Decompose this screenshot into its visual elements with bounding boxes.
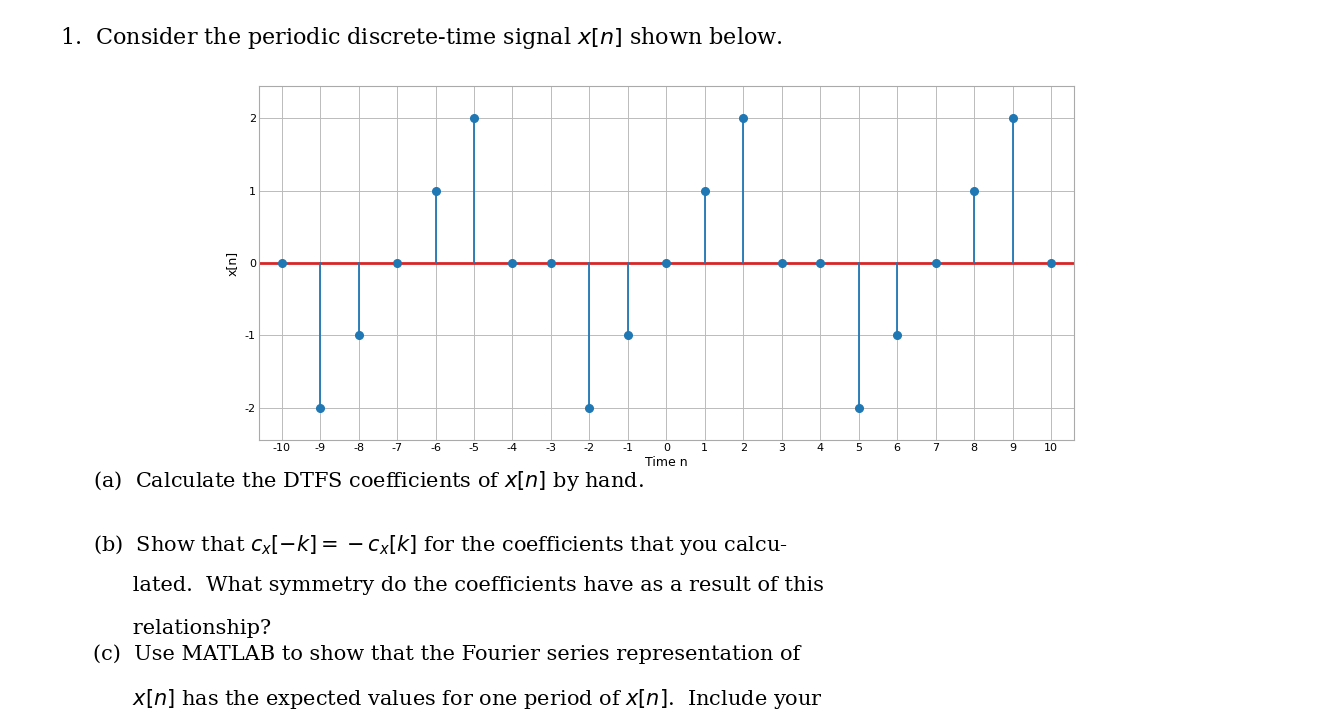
Text: lated.  What symmetry do the coefficients have as a result of this: lated. What symmetry do the coefficients… (93, 576, 823, 596)
Text: (b)  Show that $c_x[-k] = -c_x[k]$ for the coefficients that you calcu-: (b) Show that $c_x[-k] = -c_x[k]$ for th… (93, 533, 788, 558)
Text: relationship?: relationship? (93, 619, 271, 639)
X-axis label: Time n: Time n (644, 456, 688, 469)
Text: 1.  Consider the periodic discrete-time signal $x[n]$ shown below.: 1. Consider the periodic discrete-time s… (60, 25, 782, 51)
Text: (c)  Use MATLAB to show that the Fourier series representation of: (c) Use MATLAB to show that the Fourier … (93, 644, 800, 664)
Text: (a)  Calculate the DTFS coefficients of $x[n]$ by hand.: (a) Calculate the DTFS coefficients of $… (93, 469, 644, 493)
Y-axis label: x[n]: x[n] (227, 251, 239, 276)
Text: $x[n]$ has the expected values for one period of $x[n]$.  Include your: $x[n]$ has the expected values for one p… (93, 687, 822, 712)
